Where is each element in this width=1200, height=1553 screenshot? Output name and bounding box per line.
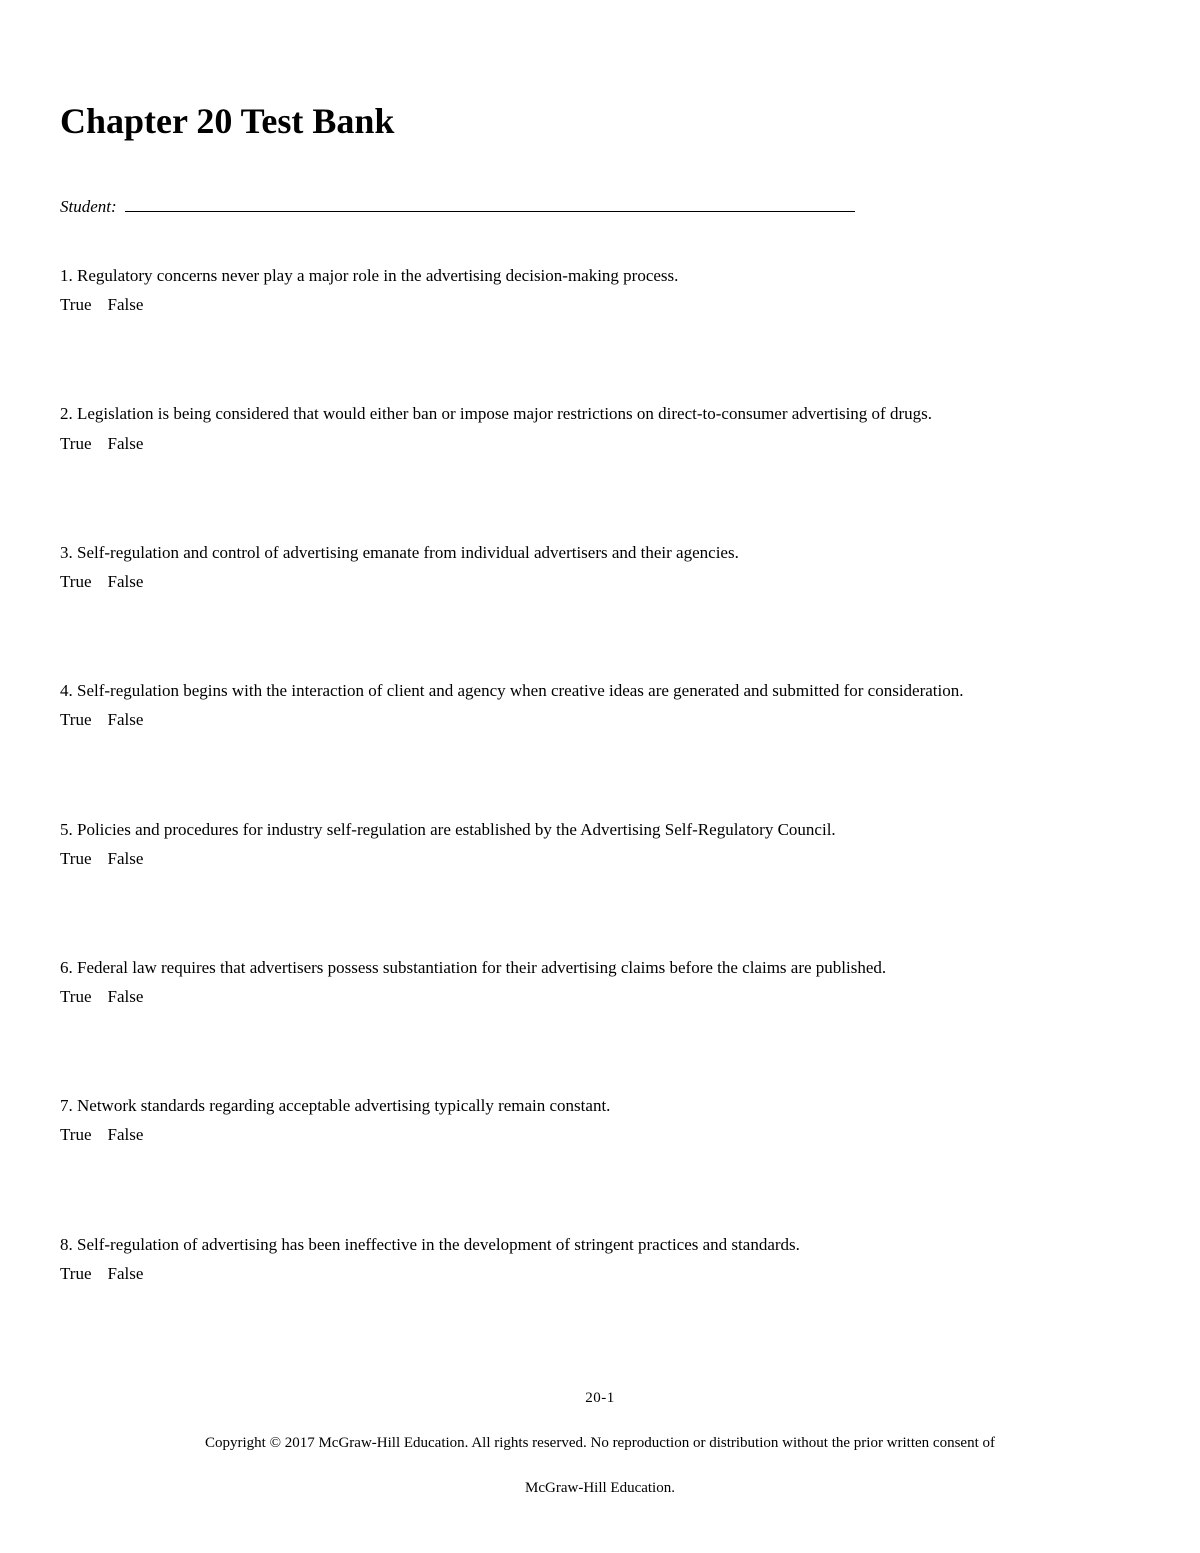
option-false[interactable]: False bbox=[108, 983, 144, 1010]
question-number: 7 bbox=[60, 1096, 69, 1115]
option-false[interactable]: False bbox=[108, 568, 144, 595]
option-true[interactable]: True bbox=[60, 845, 92, 872]
question-4: 4. Self-regulation begins with the inter… bbox=[60, 677, 1140, 733]
question-5: 5. Policies and procedures for industry … bbox=[60, 816, 1140, 872]
tf-options: True False bbox=[60, 291, 1140, 318]
question-body: Self-regulation and control of advertisi… bbox=[77, 543, 739, 562]
student-input-line[interactable] bbox=[125, 211, 855, 212]
option-true[interactable]: True bbox=[60, 568, 92, 595]
option-false[interactable]: False bbox=[108, 1260, 144, 1287]
option-true[interactable]: True bbox=[60, 430, 92, 457]
question-number: 8 bbox=[60, 1235, 69, 1254]
option-true[interactable]: True bbox=[60, 983, 92, 1010]
option-true[interactable]: True bbox=[60, 1260, 92, 1287]
tf-options: True False bbox=[60, 430, 1140, 457]
question-body: Network standards regarding acceptable a… bbox=[77, 1096, 610, 1115]
tf-options: True False bbox=[60, 706, 1140, 733]
question-text: 1. Regulatory concerns never play a majo… bbox=[60, 262, 1140, 289]
question-text: 5. Policies and procedures for industry … bbox=[60, 816, 1140, 843]
question-body: Self-regulation begins with the interact… bbox=[77, 681, 964, 700]
question-number: 5 bbox=[60, 820, 69, 839]
tf-options: True False bbox=[60, 983, 1140, 1010]
question-body: Regulatory concerns never play a major r… bbox=[77, 266, 678, 285]
tf-options: True False bbox=[60, 845, 1140, 872]
option-false[interactable]: False bbox=[108, 430, 144, 457]
question-number: 6 bbox=[60, 958, 69, 977]
page-footer: 20-1 Copyright © 2017 McGraw-Hill Educat… bbox=[0, 1390, 1200, 1497]
option-true[interactable]: True bbox=[60, 706, 92, 733]
copyright-text-2: McGraw-Hill Education. bbox=[0, 1480, 1200, 1497]
question-number: 3 bbox=[60, 543, 69, 562]
question-3: 3. Self-regulation and control of advert… bbox=[60, 539, 1140, 595]
copyright-text-1: Copyright © 2017 McGraw-Hill Education. … bbox=[0, 1435, 1200, 1452]
question-body: Policies and procedures for industry sel… bbox=[77, 820, 836, 839]
option-false[interactable]: False bbox=[108, 706, 144, 733]
question-text: 6. Federal law requires that advertisers… bbox=[60, 954, 1140, 981]
option-false[interactable]: False bbox=[108, 845, 144, 872]
student-field-row: Student: bbox=[60, 197, 1140, 217]
question-7: 7. Network standards regarding acceptabl… bbox=[60, 1092, 1140, 1148]
question-body: Federal law requires that advertisers po… bbox=[77, 958, 886, 977]
question-text: 2. Legislation is being considered that … bbox=[60, 400, 1140, 427]
option-true[interactable]: True bbox=[60, 291, 92, 318]
question-body: Legislation is being considered that wou… bbox=[77, 404, 932, 423]
option-false[interactable]: False bbox=[108, 1121, 144, 1148]
question-6: 6. Federal law requires that advertisers… bbox=[60, 954, 1140, 1010]
question-text: 8. Self-regulation of advertising has be… bbox=[60, 1231, 1140, 1258]
tf-options: True False bbox=[60, 1260, 1140, 1287]
question-number: 1 bbox=[60, 266, 69, 285]
tf-options: True False bbox=[60, 568, 1140, 595]
question-text: 3. Self-regulation and control of advert… bbox=[60, 539, 1140, 566]
question-2: 2. Legislation is being considered that … bbox=[60, 400, 1140, 456]
option-false[interactable]: False bbox=[108, 291, 144, 318]
page-number: 20-1 bbox=[0, 1390, 1200, 1407]
page-title: Chapter 20 Test Bank bbox=[60, 100, 1140, 142]
tf-options: True False bbox=[60, 1121, 1140, 1148]
question-text: 4. Self-regulation begins with the inter… bbox=[60, 677, 1140, 704]
option-true[interactable]: True bbox=[60, 1121, 92, 1148]
question-1: 1. Regulatory concerns never play a majo… bbox=[60, 262, 1140, 318]
student-label: Student: bbox=[60, 197, 117, 217]
question-number: 2 bbox=[60, 404, 69, 423]
question-text: 7. Network standards regarding acceptabl… bbox=[60, 1092, 1140, 1119]
question-8: 8. Self-regulation of advertising has be… bbox=[60, 1231, 1140, 1287]
question-number: 4 bbox=[60, 681, 69, 700]
question-body: Self-regulation of advertising has been … bbox=[77, 1235, 800, 1254]
